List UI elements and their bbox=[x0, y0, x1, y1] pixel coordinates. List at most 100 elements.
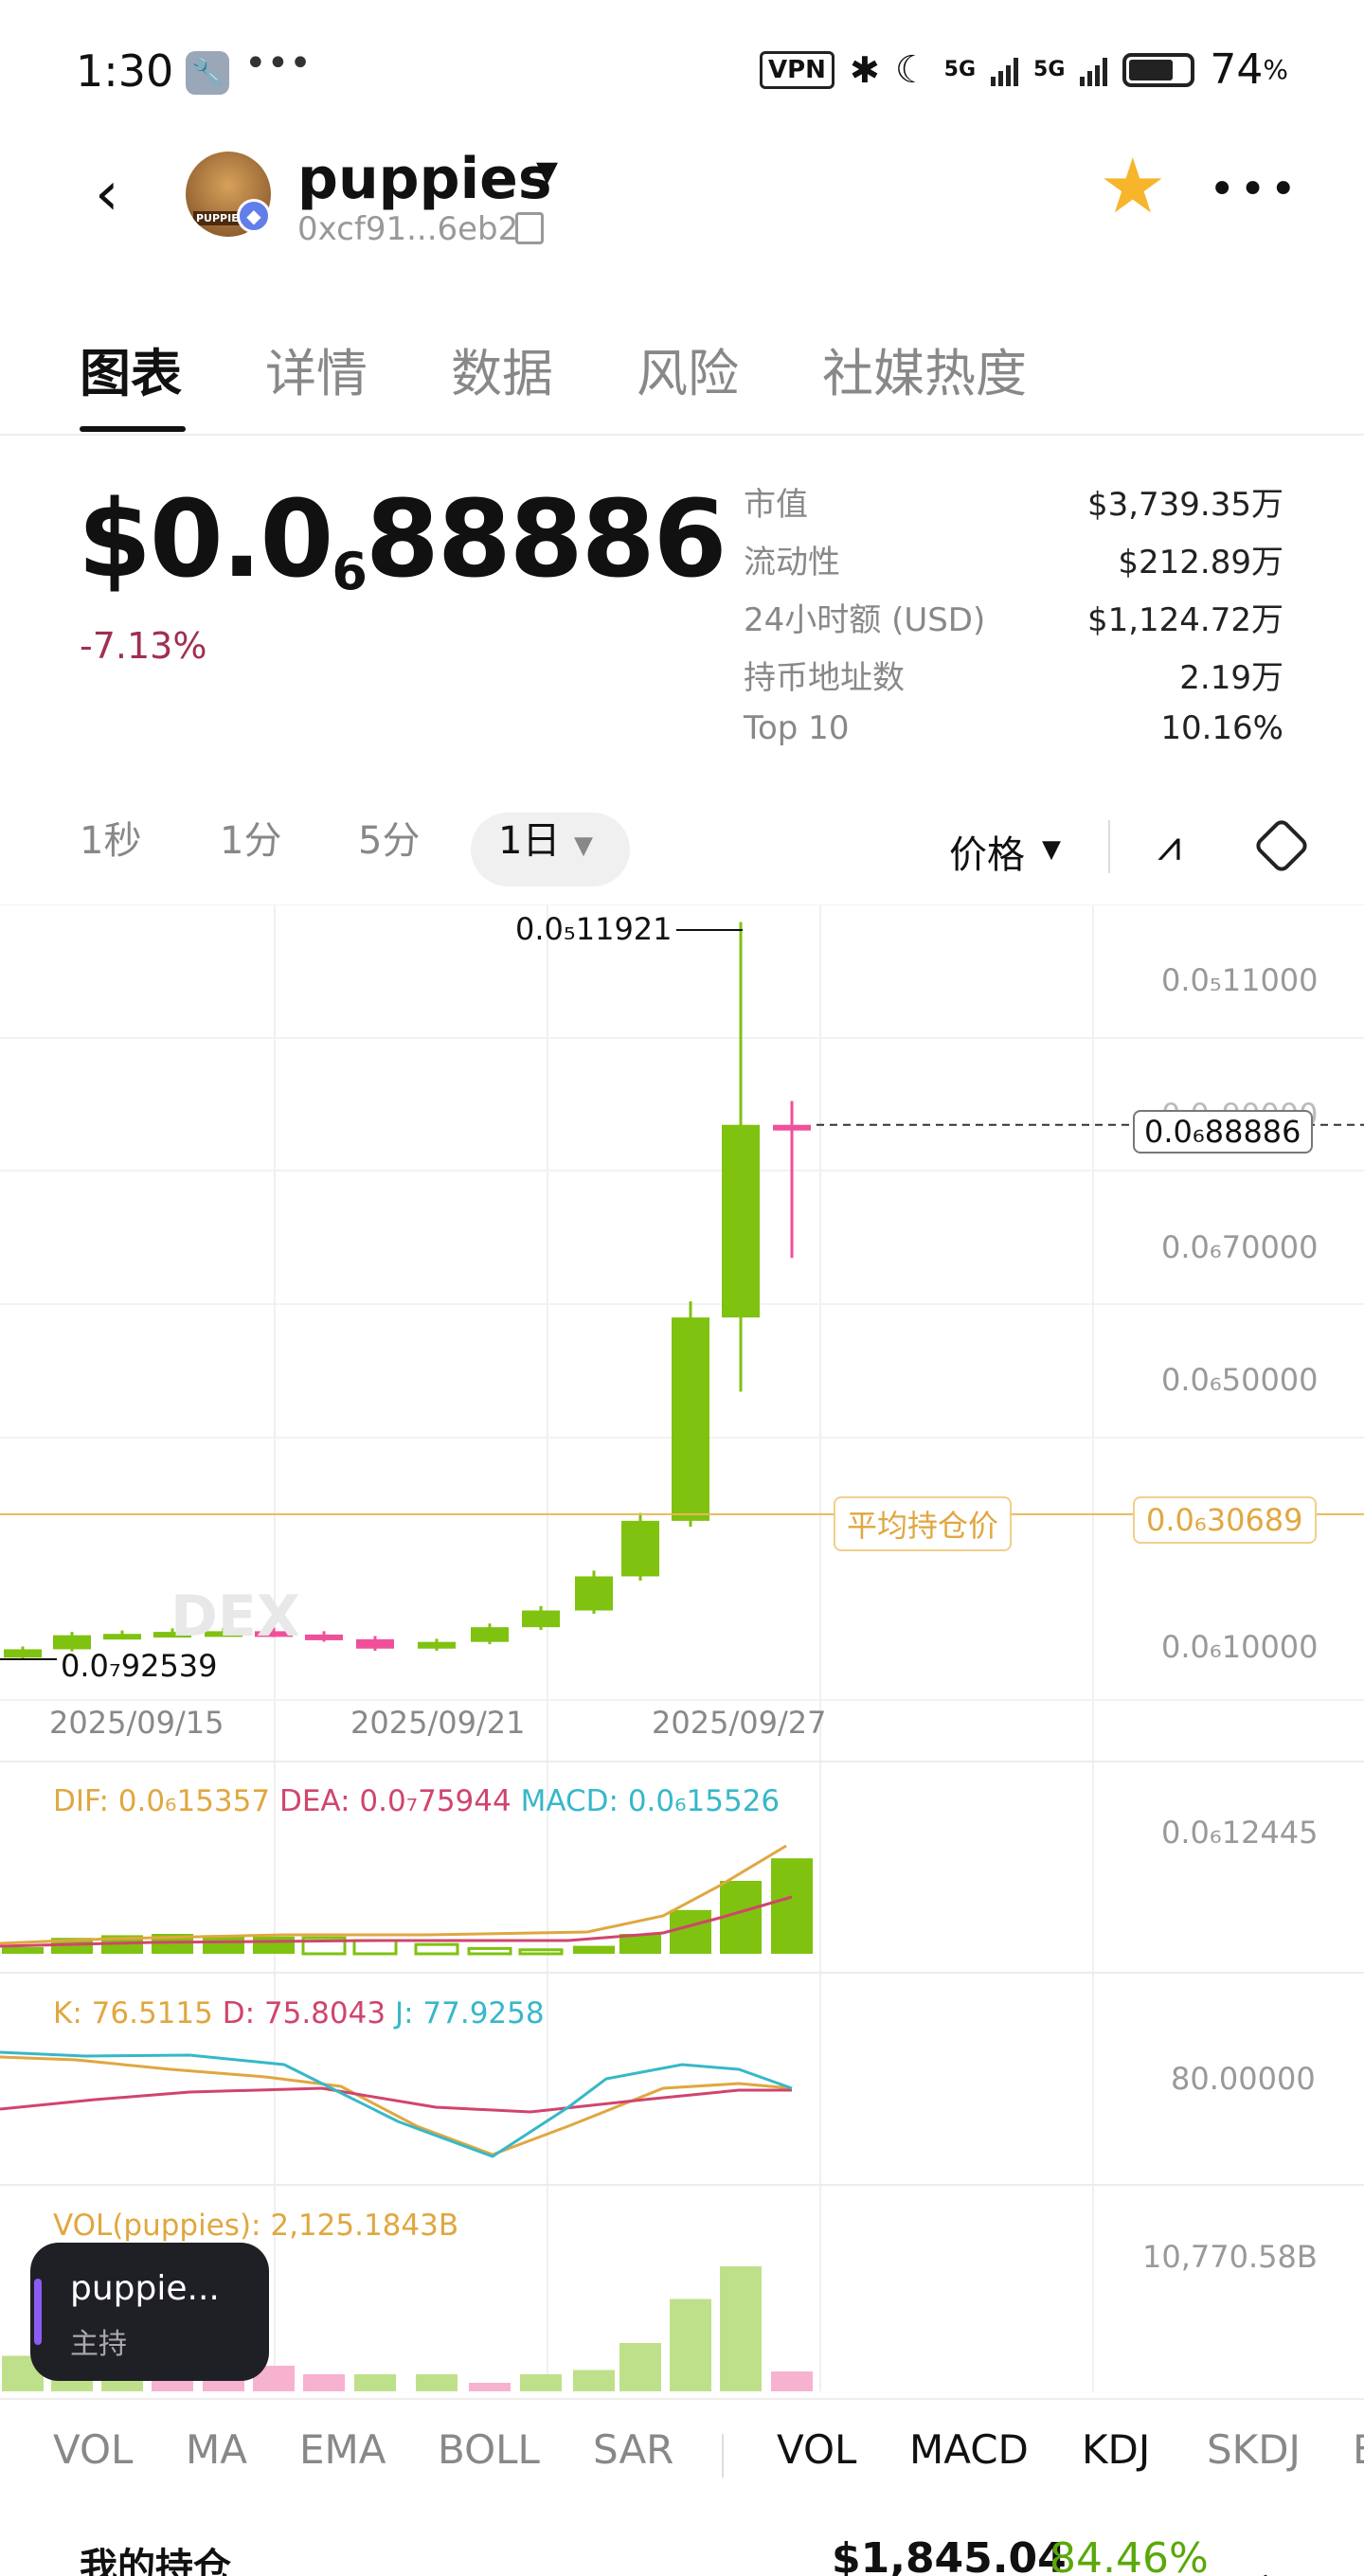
indicator-bar: VOL MA EMA BOLL SAR VOL MACD KDJ SKDJ B bbox=[0, 2398, 1364, 2502]
card-subtitle: 主持 bbox=[70, 2328, 127, 2361]
macd-y-label: 0.0₆12445 bbox=[1161, 1815, 1319, 1851]
holdings-label: 我的持仓 bbox=[80, 2546, 231, 2576]
status-time: 1:30 bbox=[76, 45, 174, 97]
high-label: 0.0₅11921 bbox=[515, 911, 673, 947]
price-rest: 88886 bbox=[365, 478, 727, 601]
indicator-icon[interactable]: ⩘ bbox=[1158, 822, 1181, 870]
j-line bbox=[0, 2050, 793, 2158]
volume-bar bbox=[619, 2343, 661, 2391]
volume-bar bbox=[573, 2370, 615, 2391]
volume-bar bbox=[354, 2374, 396, 2391]
timeframe-caret-icon[interactable]: ▼ bbox=[574, 832, 593, 860]
candle-body bbox=[153, 1632, 191, 1638]
candle-body bbox=[672, 1317, 709, 1521]
y-label-3: 0.0₆50000 bbox=[1161, 1362, 1319, 1398]
price-mode-caret-icon[interactable]: ▼ bbox=[1042, 835, 1061, 864]
macd-bar bbox=[771, 1858, 813, 1954]
current-price-label: 0.0₆88886 bbox=[1133, 1110, 1313, 1154]
macd-bar bbox=[467, 1946, 512, 1956]
macd-legend: DIF: 0.0₆15357 DEA: 0.0₇75944 MACD: 0.0₆… bbox=[53, 1784, 781, 1818]
vol-legend: VOL(puppies): 2,125.1843B bbox=[53, 2209, 459, 2243]
battery-level: 74 bbox=[1210, 45, 1264, 94]
chart-canvas[interactable] bbox=[0, 904, 1364, 2401]
timeframe-1d[interactable]: 1日 bbox=[498, 819, 561, 863]
dea-line bbox=[0, 1895, 793, 1948]
ind-ema[interactable]: EMA bbox=[299, 2426, 386, 2473]
stat-value: $1,124.72万 bbox=[1086, 601, 1283, 639]
candle-body bbox=[471, 1627, 509, 1642]
price-change: -7.13% bbox=[80, 625, 207, 667]
price-mode-select[interactable]: 价格 bbox=[949, 833, 1025, 877]
tab-chart[interactable]: 图表 bbox=[80, 344, 182, 403]
stat-label: 持币地址数 bbox=[744, 659, 905, 697]
chevron-up-icon[interactable]: ︿ bbox=[1247, 2551, 1284, 2576]
volume-bar bbox=[670, 2299, 711, 2391]
tab-risk[interactable]: 风险 bbox=[637, 344, 739, 403]
signal-1-label: 5G bbox=[943, 58, 977, 81]
dif-value: 0.0₆15357 bbox=[117, 1784, 271, 1818]
y-label-4: 0.0₆10000 bbox=[1161, 1629, 1319, 1665]
stat-label: 流动性 bbox=[744, 544, 840, 581]
macd-bar bbox=[2, 1947, 44, 1954]
volume-bar bbox=[520, 2374, 562, 2391]
caret-down-icon[interactable]: ▼ bbox=[536, 155, 559, 188]
stat-value: 10.16% bbox=[1160, 709, 1283, 747]
status-bar: 1:30 🔧 ••• VPN ✱ ☾ 5G 5G 74% bbox=[0, 0, 1364, 142]
timeframe-5m[interactable]: 5分 bbox=[358, 819, 421, 863]
dex-watermark: DEX bbox=[170, 1583, 301, 1650]
y-label-0: 0.0₅11000 bbox=[1161, 962, 1319, 998]
stat-liquidity: 流动性 $212.89万 bbox=[744, 536, 1283, 593]
low-label: 0.0₇92539 bbox=[61, 1648, 218, 1684]
holdings-row[interactable]: 我的持仓 $1,845.04 84.46% ︿ bbox=[0, 2510, 1364, 2576]
holdings-value: $1,845.04 bbox=[832, 2534, 1067, 2576]
tab-data[interactable]: 数据 bbox=[451, 344, 553, 403]
ind-vol-sub[interactable]: VOL bbox=[777, 2426, 857, 2473]
ind-boll[interactable]: BOLL bbox=[438, 2426, 540, 2473]
tab-social[interactable]: 社媒热度 bbox=[822, 344, 1027, 403]
tab-details[interactable]: 详情 bbox=[265, 344, 368, 403]
ind-macd[interactable]: MACD bbox=[909, 2426, 1029, 2473]
moon-icon: ☾ bbox=[894, 47, 929, 92]
token-avatar: PUPPIES bbox=[186, 152, 271, 237]
candle-body bbox=[522, 1610, 560, 1628]
macd-bar bbox=[253, 1936, 295, 1954]
price-display: $0.0688886 bbox=[78, 478, 727, 601]
candle-body bbox=[53, 1635, 91, 1650]
macd-bar bbox=[518, 1948, 564, 1956]
settings-icon[interactable] bbox=[1252, 816, 1311, 875]
macd-value: 0.0₆15526 bbox=[627, 1784, 781, 1818]
stat-top10: Top 10 10.16% bbox=[744, 709, 1283, 766]
candle-body bbox=[103, 1634, 141, 1640]
token-name[interactable]: puppies bbox=[297, 146, 552, 212]
dif-line bbox=[0, 1844, 787, 1945]
star-icon[interactable]: ★ bbox=[1099, 142, 1167, 230]
macd-bar bbox=[573, 1945, 615, 1954]
candle-body bbox=[722, 1124, 760, 1318]
avg-price-tag: 平均持仓价 bbox=[834, 1496, 1013, 1551]
ind-vol[interactable]: VOL bbox=[53, 2426, 134, 2473]
more-icon[interactable]: ••• bbox=[1209, 163, 1301, 216]
stat-holders: 持币地址数 2.19万 bbox=[744, 652, 1283, 708]
timeframe-1m[interactable]: 1分 bbox=[220, 819, 282, 863]
d-value: 75.8043 bbox=[263, 1996, 386, 2030]
ind-more[interactable]: B bbox=[1353, 2426, 1364, 2473]
card-title: puppie... bbox=[70, 2269, 220, 2308]
stat-label: 24小时额 (USD) bbox=[744, 601, 986, 639]
volume-bar bbox=[469, 2383, 511, 2391]
vol-y-label: 10,770.58B bbox=[1142, 2239, 1318, 2275]
ind-sar[interactable]: SAR bbox=[593, 2426, 674, 2473]
ind-ma[interactable]: MA bbox=[186, 2426, 247, 2473]
tab-underline bbox=[80, 426, 186, 432]
stat-market-cap: 市值 $3,739.35万 bbox=[744, 478, 1283, 535]
candle-body bbox=[356, 1638, 394, 1649]
ind-kdj[interactable]: KDJ bbox=[1082, 2426, 1151, 2473]
more-dots-icon: ••• bbox=[244, 42, 312, 85]
copy-icon[interactable] bbox=[515, 212, 544, 244]
candle-body bbox=[575, 1576, 613, 1611]
ind-skdj[interactable]: SKDJ bbox=[1207, 2426, 1301, 2473]
price-main: $0.0 bbox=[78, 478, 333, 601]
timeframe-1s[interactable]: 1秒 bbox=[80, 819, 142, 863]
host-floating-card[interactable]: puppie... 主持 bbox=[30, 2243, 269, 2381]
candle-body bbox=[418, 1641, 456, 1649]
back-icon[interactable]: ‹ bbox=[95, 159, 119, 229]
